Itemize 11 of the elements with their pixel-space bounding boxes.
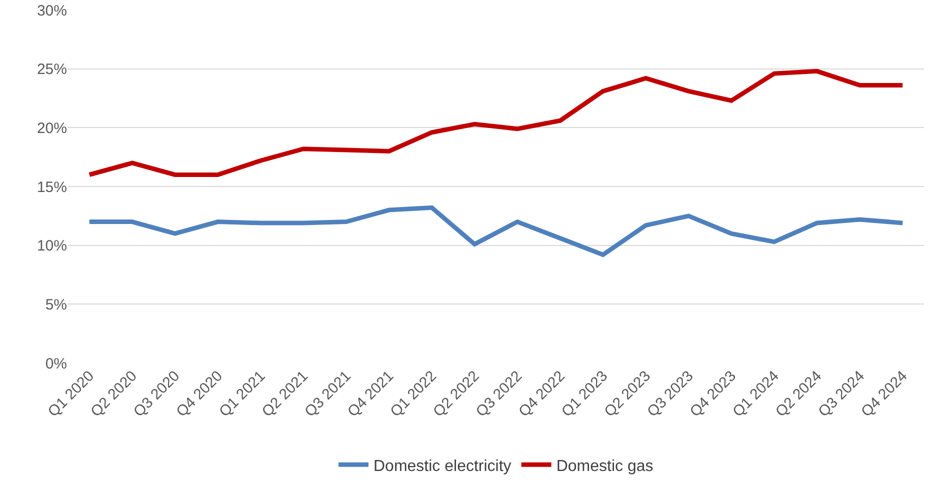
y-tick-label: 10% xyxy=(36,238,67,255)
legend-label: Domestic electricity xyxy=(374,458,512,475)
line-series xyxy=(87,205,905,257)
y-tick-label: 5% xyxy=(45,296,67,314)
y-tick-label: 15% xyxy=(36,178,67,196)
y-tick-label: 25% xyxy=(36,61,67,78)
y-tick-label: 0% xyxy=(45,355,67,372)
y-tick-label: 20% xyxy=(36,120,67,137)
y-tick-label: 30% xyxy=(36,2,67,20)
legend-label: Domestic gas xyxy=(556,458,654,475)
line-series xyxy=(87,68,905,177)
